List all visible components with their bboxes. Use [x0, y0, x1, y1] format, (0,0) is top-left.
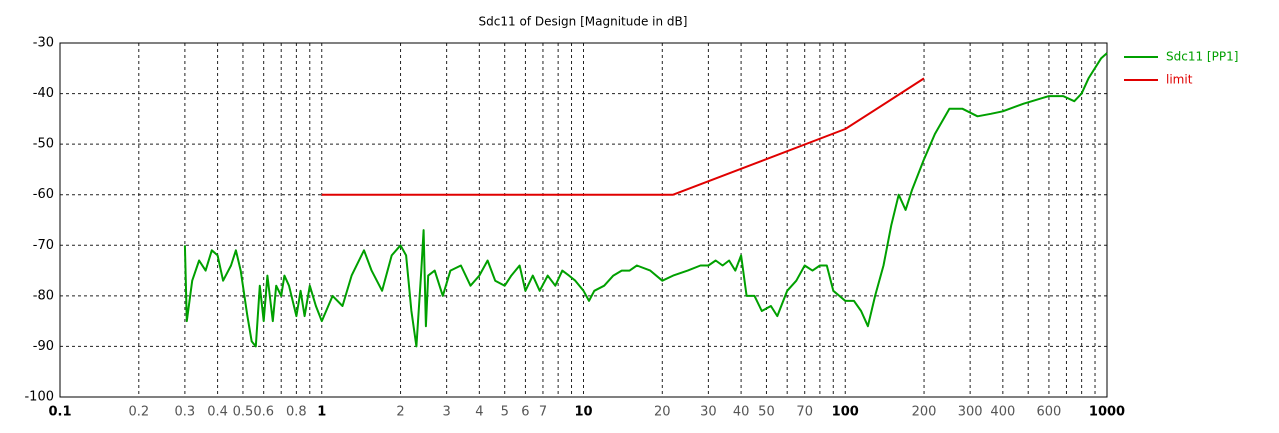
legend-label: Sdc11 [PP1]: [1166, 50, 1238, 64]
x-tick-label: 70: [796, 405, 813, 420]
chart-title: Sdc11 of Design [Magnitude in dB]: [479, 15, 688, 29]
x-tick-label: 0.4: [207, 405, 228, 420]
x-tick-label: 6: [521, 405, 529, 420]
x-tick-label: 0.5: [233, 405, 254, 420]
y-tick-label: -40: [33, 86, 54, 101]
x-tick-label: 0.1: [48, 405, 71, 420]
y-tick-label: -90: [33, 339, 54, 354]
x-tick-label: 30: [700, 405, 717, 420]
y-tick-label: -50: [33, 137, 54, 152]
x-tick-label: 1: [317, 405, 326, 420]
x-tick-label: 0.8: [286, 405, 307, 420]
x-tick-label: 5: [501, 405, 509, 420]
y-tick-label: -80: [33, 288, 54, 303]
plot-frame: [59, 42, 1108, 398]
legend-label: limit: [1166, 73, 1193, 87]
series-line: [183, 52, 1108, 348]
x-tick-label: 50: [758, 405, 775, 420]
x-tick-label: 4: [475, 405, 483, 420]
x-tick-label: 1000: [1089, 405, 1125, 420]
x-tick-label: 0.3: [175, 405, 196, 420]
y-tick-label: -70: [33, 238, 54, 253]
x-tick-label: 300: [958, 405, 983, 420]
x-tick-label: 40: [733, 405, 750, 420]
x-tick-label: 20: [654, 405, 671, 420]
y-tick-label: -100: [24, 390, 54, 405]
x-tick-label: 100: [832, 405, 859, 420]
y-tick-label: -60: [33, 187, 54, 202]
x-tick-label: 600: [1037, 405, 1062, 420]
x-tick-label: 0.2: [128, 405, 149, 420]
series-line: [321, 77, 925, 196]
x-tick-label: 2: [396, 405, 404, 420]
x-tick-label: 10: [574, 405, 592, 420]
y-tick-label: -30: [33, 36, 54, 51]
x-tick-label: 0.6: [253, 405, 274, 420]
x-tick-label: 400: [990, 405, 1015, 420]
x-tick-label: 7: [539, 405, 547, 420]
x-tick-label: 200: [912, 405, 937, 420]
x-tick-label: 3: [442, 405, 450, 420]
